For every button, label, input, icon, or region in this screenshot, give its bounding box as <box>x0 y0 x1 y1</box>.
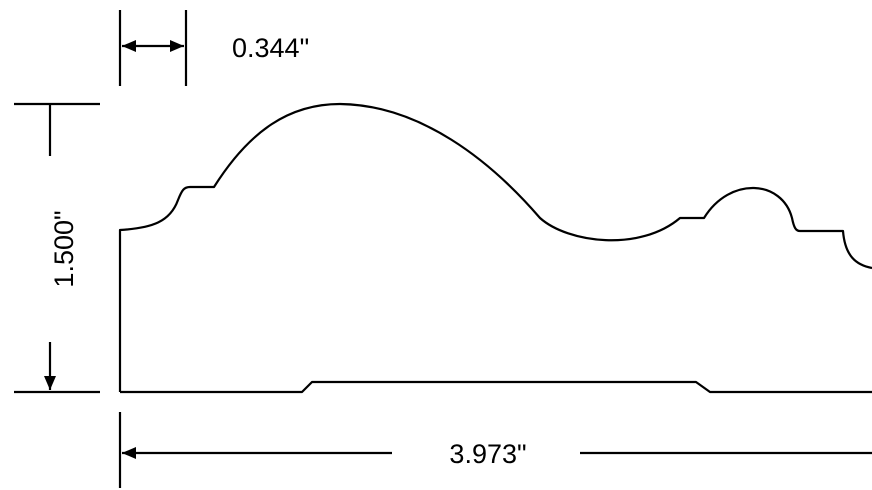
molding-profile <box>118 102 872 394</box>
offset-arrow-right <box>170 40 184 52</box>
width-dimension: 3.973" <box>118 412 872 488</box>
height-label: 1.500" <box>49 210 79 287</box>
offset-arrow-left <box>122 40 136 52</box>
height-arrow-bottom <box>44 376 56 390</box>
profile-top-contour <box>118 102 872 392</box>
offset-dimension: 0.344" <box>118 10 309 86</box>
width-arrow-left <box>122 447 136 459</box>
profile-bottom-contour <box>120 380 872 394</box>
height-dimension: 1.500" <box>14 102 100 394</box>
width-label: 3.973" <box>449 439 526 469</box>
offset-label: 0.344" <box>232 33 309 63</box>
